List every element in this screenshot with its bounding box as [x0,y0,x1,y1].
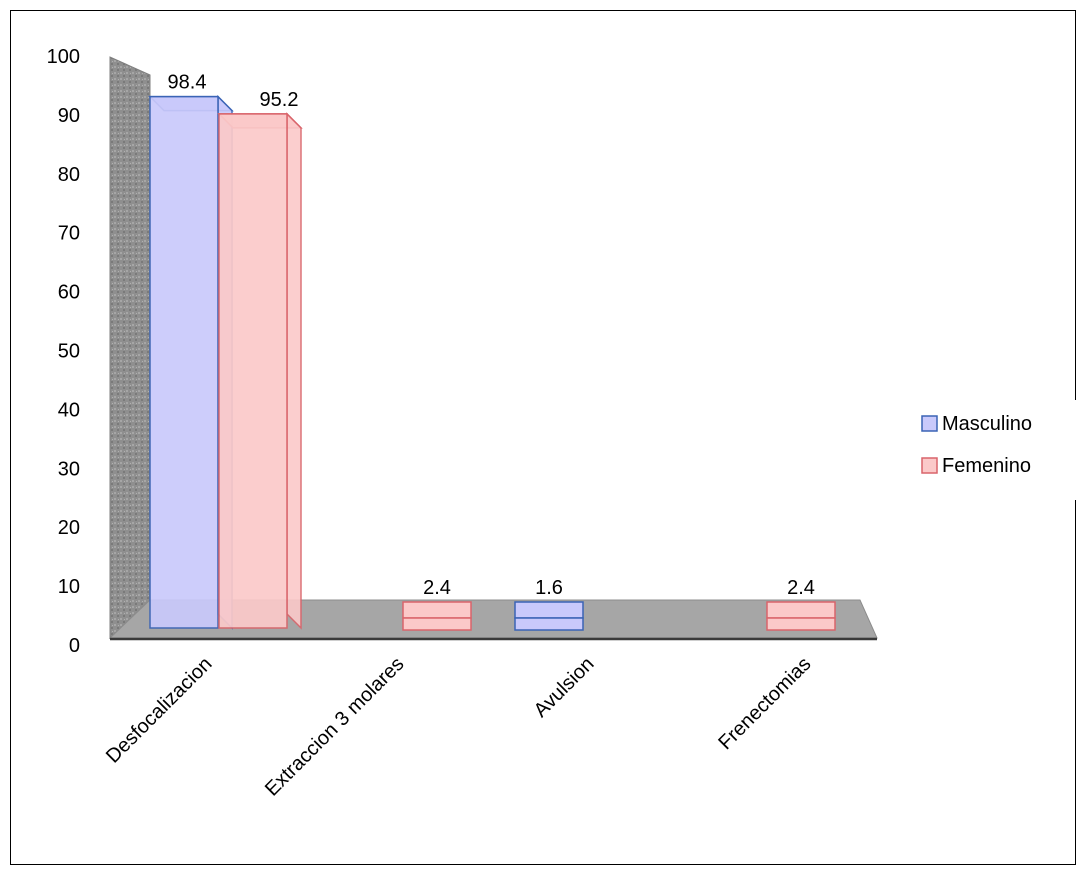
bar-front [766,617,836,631]
data-label: 2.4 [423,577,451,599]
bar-front [514,617,584,631]
data-label: 95.2 [260,89,299,111]
legend-box [915,400,1085,500]
category-label: Avulsion [530,653,599,722]
data-label: 1.6 [535,577,563,599]
y-tick-label: 10 [58,576,80,598]
legend-label: Femenino [942,455,1031,477]
y-tick-label: 90 [58,105,80,127]
side-wall [109,56,151,640]
bars [148,94,836,631]
bar-femenino-1 [402,601,472,631]
y-tick-label: 0 [69,635,80,657]
bar-top [514,601,584,619]
x-axis: Desfocalizacion Extraccion 3 molares Avuls… [102,653,816,801]
legend-swatch [921,457,938,474]
y-tick-label: 100 [47,46,80,68]
y-tick-label: 30 [58,458,80,480]
bar-side [286,112,302,630]
bar-top [766,601,836,619]
y-tick-label: 40 [58,399,80,421]
bar-front [149,95,219,629]
bar-front [218,113,288,629]
legend-swatch [921,415,938,432]
bar-top [402,601,472,619]
y-tick-label: 80 [58,164,80,186]
y-tick-label: 60 [58,282,80,304]
bar-femenino-0 [217,112,303,630]
y-axis: 0 10 20 30 40 50 60 70 80 90 100 [47,46,80,657]
y-tick-label: 70 [58,223,80,245]
legend-label: Masculino [942,413,1032,435]
bar-femenino-3 [766,601,836,631]
bar-front [402,617,472,631]
legend: Masculino Femenino [915,400,1085,500]
category-label: Extraccion 3 molares [261,653,409,801]
y-tick-label: 20 [58,517,80,539]
data-label: 98.4 [168,72,207,94]
data-labels: 98.4 1.6 95.2 2.4 2.4 [168,72,815,599]
category-label: Desfocalizacion [102,653,217,768]
y-tick-label: 50 [58,341,80,363]
category-label: Frenectomias [714,653,815,754]
bar-masculino-2 [514,601,584,631]
data-label: 2.4 [787,577,815,599]
